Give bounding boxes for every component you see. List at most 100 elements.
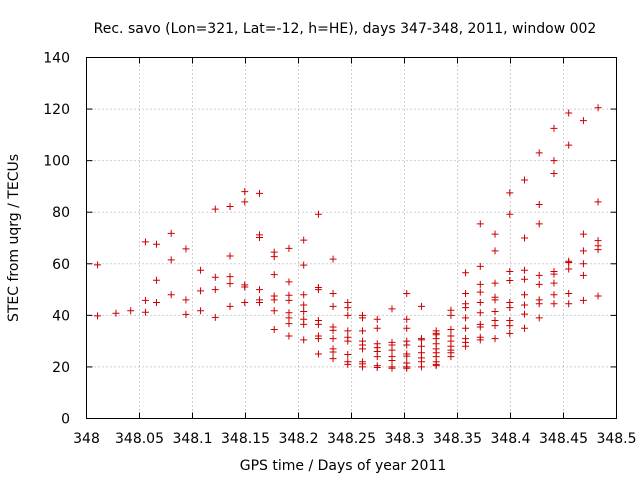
data-point bbox=[112, 309, 120, 317]
data-point bbox=[373, 353, 381, 361]
data-point bbox=[344, 337, 352, 345]
data-point bbox=[491, 279, 499, 287]
data-point bbox=[300, 320, 308, 328]
data-point bbox=[565, 265, 573, 273]
data-point bbox=[476, 298, 484, 306]
data-point bbox=[462, 289, 470, 297]
data-point bbox=[506, 189, 514, 197]
data-point bbox=[594, 198, 602, 206]
data-point bbox=[550, 279, 558, 287]
grid-lines bbox=[86, 57, 617, 419]
data-point bbox=[373, 324, 381, 332]
data-point bbox=[329, 302, 337, 310]
data-point bbox=[579, 271, 587, 279]
data-point bbox=[594, 246, 602, 254]
data-point bbox=[388, 346, 396, 354]
data-point bbox=[152, 298, 160, 306]
x-tick-label: 348.3 bbox=[384, 431, 424, 447]
data-point bbox=[491, 335, 499, 343]
data-point bbox=[300, 291, 308, 299]
data-point bbox=[403, 289, 411, 297]
data-point bbox=[285, 320, 293, 328]
data-point bbox=[506, 210, 514, 218]
data-point bbox=[388, 305, 396, 313]
data-point bbox=[476, 220, 484, 228]
data-point bbox=[520, 291, 528, 299]
data-point bbox=[403, 341, 411, 349]
y-tick-label: 0 bbox=[61, 412, 70, 428]
data-point bbox=[314, 320, 322, 328]
data-point bbox=[476, 280, 484, 288]
data-point bbox=[565, 109, 573, 117]
data-points bbox=[94, 104, 602, 372]
data-point bbox=[403, 315, 411, 323]
data-point bbox=[535, 280, 543, 288]
y-tick-label: 140 bbox=[43, 51, 70, 67]
data-point bbox=[520, 301, 528, 309]
data-point bbox=[565, 141, 573, 149]
data-point bbox=[550, 170, 558, 178]
x-tick-label: 348.35 bbox=[433, 431, 482, 447]
data-point bbox=[226, 302, 234, 310]
data-point bbox=[403, 352, 411, 360]
data-point bbox=[197, 287, 205, 295]
data-point bbox=[167, 256, 175, 264]
data-point bbox=[167, 291, 175, 299]
y-axis-tick-labels: 0 20 40 60 80 100 120 140 bbox=[43, 51, 70, 428]
data-point bbox=[226, 273, 234, 281]
data-point bbox=[520, 176, 528, 184]
data-point bbox=[476, 288, 484, 296]
data-point bbox=[141, 296, 149, 304]
data-point bbox=[417, 363, 425, 371]
x-tick-label: 348.4 bbox=[490, 431, 530, 447]
data-point bbox=[226, 252, 234, 260]
data-point bbox=[197, 307, 205, 315]
data-point bbox=[211, 205, 219, 213]
data-point bbox=[491, 296, 499, 304]
data-point bbox=[329, 348, 337, 356]
data-point bbox=[520, 324, 528, 332]
data-point bbox=[506, 268, 514, 276]
data-point bbox=[167, 229, 175, 237]
data-point bbox=[462, 324, 470, 332]
data-point bbox=[359, 345, 367, 353]
data-point bbox=[520, 275, 528, 283]
data-point bbox=[241, 298, 249, 306]
data-point bbox=[329, 335, 337, 343]
data-point bbox=[476, 323, 484, 331]
data-point bbox=[520, 234, 528, 242]
data-point bbox=[182, 310, 190, 318]
x-tick-label: 348.5 bbox=[596, 431, 636, 447]
data-point bbox=[579, 260, 587, 268]
data-point bbox=[285, 278, 293, 286]
data-point bbox=[226, 280, 234, 288]
data-point bbox=[270, 271, 278, 279]
data-point bbox=[270, 296, 278, 304]
data-point bbox=[417, 342, 425, 350]
data-point bbox=[255, 233, 263, 241]
data-point bbox=[550, 270, 558, 278]
data-point bbox=[359, 363, 367, 371]
data-point bbox=[141, 308, 149, 316]
data-point bbox=[506, 322, 514, 330]
data-point bbox=[94, 261, 102, 269]
data-point bbox=[506, 304, 514, 312]
data-point bbox=[462, 342, 470, 350]
data-point bbox=[211, 286, 219, 294]
data-point bbox=[255, 286, 263, 294]
data-point bbox=[535, 300, 543, 308]
data-point bbox=[255, 189, 263, 197]
data-point bbox=[329, 326, 337, 334]
y-tick-label: 20 bbox=[52, 360, 70, 376]
y-tick-label: 40 bbox=[52, 308, 70, 324]
data-point bbox=[491, 322, 499, 330]
x-tick-label: 348 bbox=[73, 431, 100, 447]
data-point bbox=[270, 326, 278, 334]
data-point bbox=[417, 302, 425, 310]
data-point bbox=[535, 200, 543, 208]
data-point bbox=[211, 313, 219, 321]
data-point bbox=[300, 307, 308, 315]
data-point bbox=[388, 356, 396, 364]
data-point bbox=[403, 324, 411, 332]
data-point bbox=[520, 266, 528, 274]
